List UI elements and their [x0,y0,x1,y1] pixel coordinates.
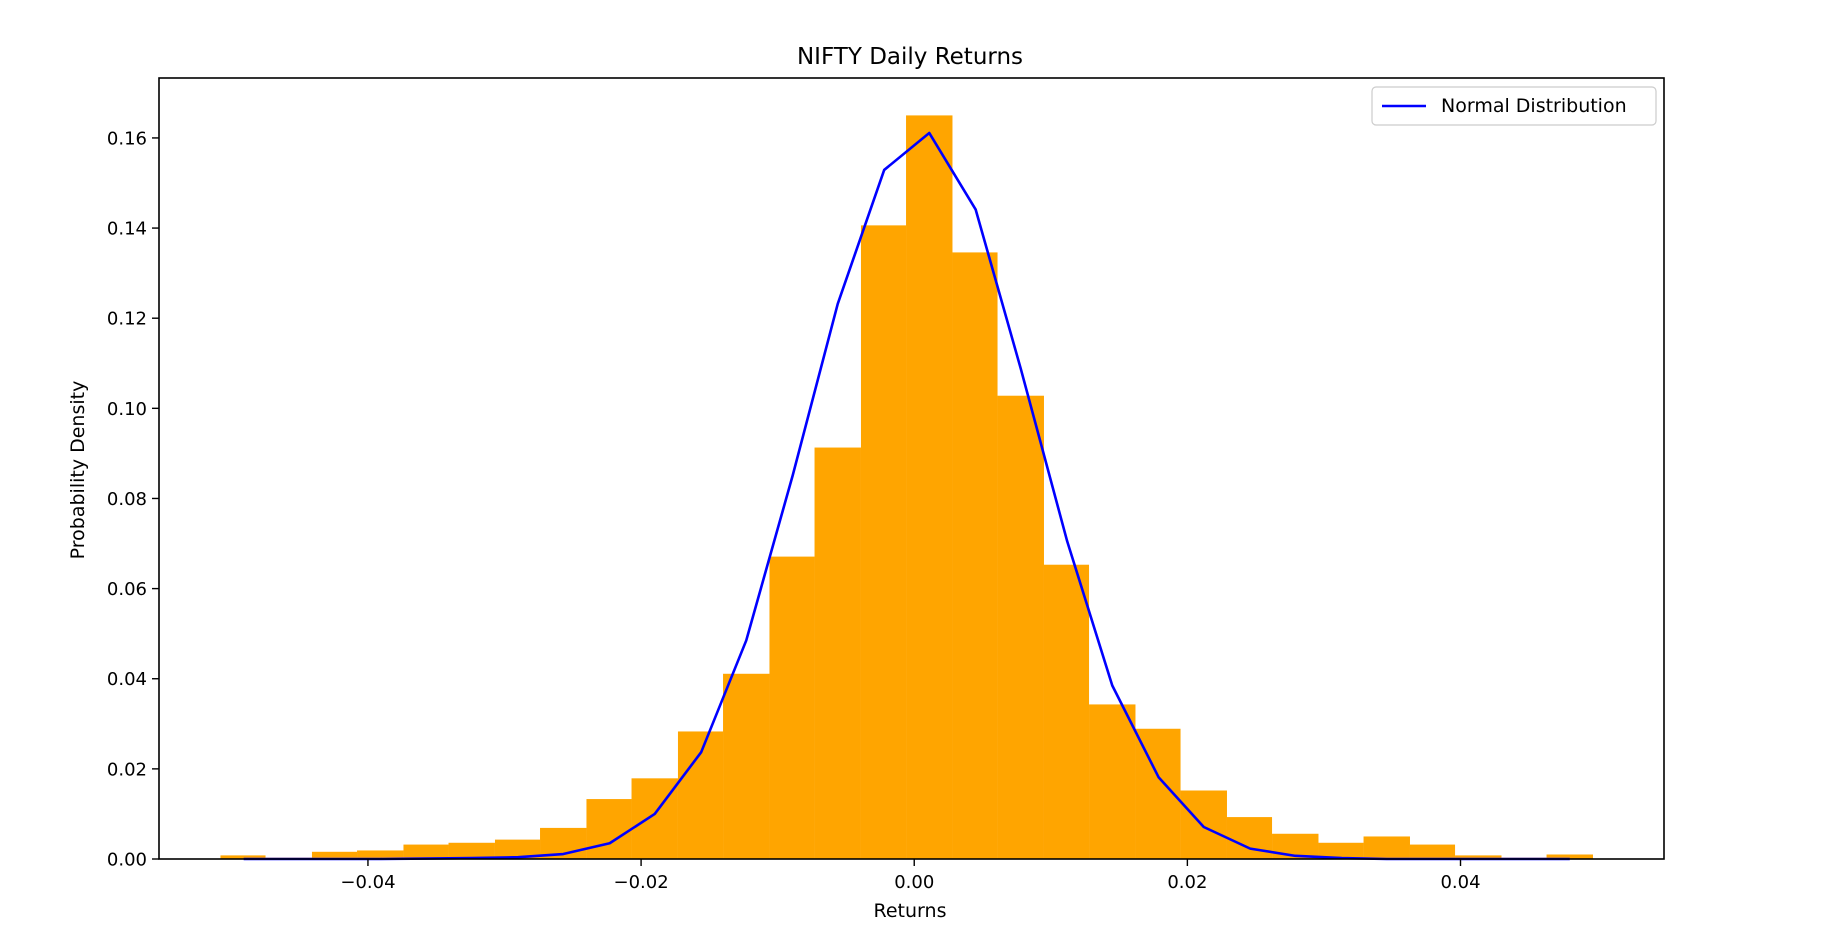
histogram-bar [220,855,266,859]
chart-title: NIFTY Daily Returns [797,44,1023,70]
histogram-bar [403,844,449,859]
y-tick-label: 0.00 [107,850,147,871]
histogram-bar [357,850,404,859]
legend-entry-normal-distribution: Normal Distribution [1441,95,1627,117]
histogram-bar [311,851,358,859]
y-tick-label: 0.12 [107,309,147,330]
y-axis-label: Probability Density [67,381,89,560]
histogram-bar [1180,790,1227,859]
y-tick-label: 0.10 [107,399,147,420]
histogram-bar [814,447,861,859]
y-tick-label: 0.16 [107,128,147,149]
x-tick-label: 0.02 [1167,872,1207,893]
legend-box [1371,86,1657,126]
x-tick-label: 0.04 [1440,872,1480,893]
histogram-bar [860,225,907,859]
histogram-bar [952,252,998,860]
histogram-bar [1089,704,1136,859]
x-axis-label: Returns [874,900,947,922]
histogram-bar [586,799,632,859]
x-tick-label: −0.04 [340,872,395,893]
histogram-bar [494,839,541,859]
y-tick-label: 0.06 [107,579,147,600]
histogram-bar [769,556,815,859]
y-axis-ticks: 0.00 0.02 0.04 0.06 0.08 0.10 0.12 0.14 0.16 [107,128,159,871]
histogram-bar [1409,844,1456,859]
histogram-bar [1318,842,1364,859]
histogram-bar [1043,564,1090,859]
histogram-bar [1226,817,1273,859]
x-tick-label: −0.02 [614,872,669,893]
histogram-bar [997,395,1044,859]
axes-frame [158,77,1665,860]
histogram-bars [220,115,1593,860]
y-tick-label: 0.08 [107,489,147,510]
histogram-bar [906,115,953,859]
histogram-bar [1363,836,1410,859]
legend: Normal Distribution [1371,86,1657,126]
histogram-bar [448,842,495,859]
histogram-bar [1546,854,1593,859]
x-tick-label: 0.00 [894,872,934,893]
histogram-bar [1455,855,1502,859]
y-tick-label: 0.14 [107,219,147,240]
y-tick-label: 0.04 [107,669,147,690]
y-tick-label: 0.02 [107,759,147,780]
x-axis-ticks: −0.04 −0.02 0.00 0.02 0.04 [340,859,1481,893]
histogram-bar [723,673,770,859]
